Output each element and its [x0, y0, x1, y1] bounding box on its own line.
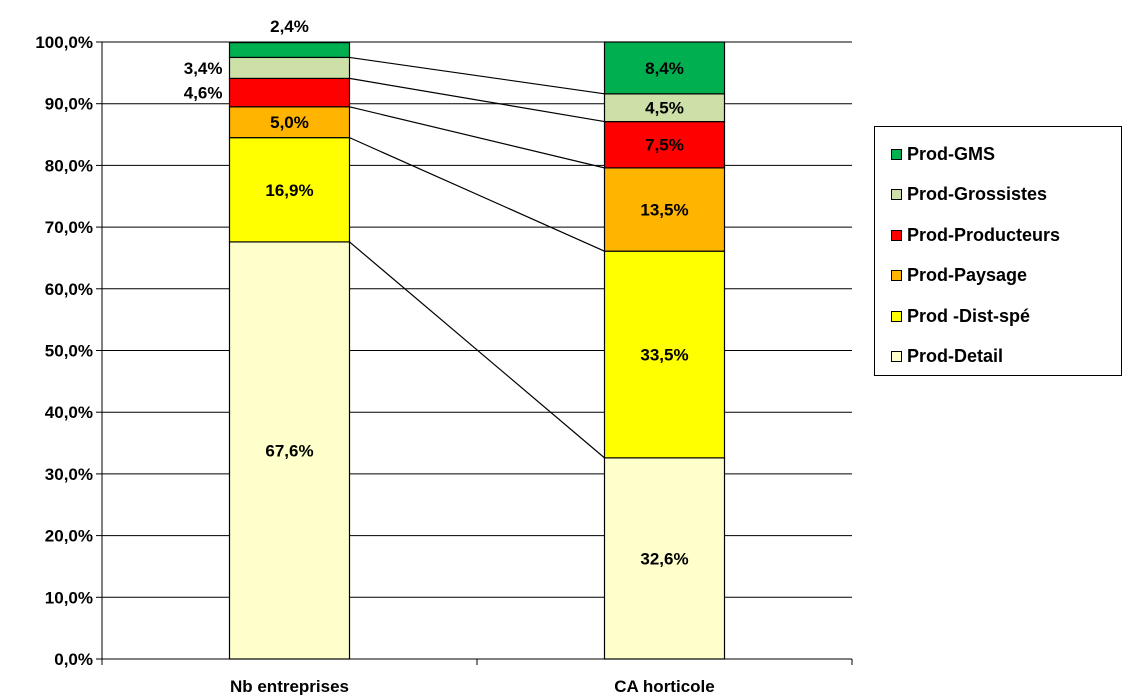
legend-label: Prod-Paysage: [907, 265, 1028, 285]
y-tick-label: 80,0%: [45, 156, 93, 175]
data-label: 16,9%: [265, 181, 313, 200]
data-label: 3,4%: [184, 59, 223, 78]
bar-segment: [228, 241, 351, 660]
y-tick-label: 0,0%: [54, 650, 93, 669]
legend-swatch: [891, 148, 902, 160]
y-tick-label: 20,0%: [45, 527, 93, 546]
data-labels: 67,6% 16,9% 5,0% 4,6% 3,4% 2,4% 32,6% 33,5% 13,5…: [184, 17, 689, 568]
legend-label: Prod-Grossistes: [907, 184, 1048, 204]
bar-segment: [603, 120, 726, 169]
legend-label: Prod -Dist-spé: [907, 305, 1031, 326]
legend-swatch: [891, 270, 902, 281]
data-label: 7,5%: [645, 136, 684, 155]
data-label: 4,5%: [645, 99, 684, 118]
data-label: 5,0%: [270, 113, 309, 132]
connector-lines: [349, 56, 605, 459]
legend-label: Prod-GMS: [907, 143, 995, 164]
x-tick-label: Nb entreprises: [230, 677, 349, 695]
legend-item: Prod-Producteurs: [891, 225, 1060, 245]
x-tick-label: CA horticole: [614, 677, 714, 695]
bar-segment: [228, 137, 351, 243]
connector-line: [349, 241, 605, 459]
axes: 0,0% 10,0% 20,0% 30,0% 40,0% 50,0% 60,0% 70,0% 8…: [35, 33, 853, 695]
bar-segment: [603, 93, 726, 123]
bar-segment: [228, 56, 351, 80]
legend-swatch: [891, 229, 902, 241]
legend-item: Prod-Detail: [891, 346, 1004, 367]
bars: [228, 41, 726, 660]
y-tick-label: 100,0%: [35, 33, 93, 52]
legend-swatch: [891, 310, 902, 322]
bar-segment: [228, 42, 351, 59]
data-label: 33,5%: [640, 346, 688, 365]
legend-item: Prod-Paysage: [891, 265, 1028, 286]
bar-segment: [603, 457, 726, 660]
legend-item: Prod-GMS: [891, 144, 995, 164]
legend: Prod-GMS Prod-Grossistes Prod-Producteurs P…: [874, 126, 1122, 376]
y-tick-label: 30,0%: [45, 465, 93, 484]
y-tick-label: 50,0%: [45, 342, 93, 361]
data-label: 13,5%: [640, 201, 688, 220]
legend-label: Prod-Producteurs: [907, 224, 1061, 245]
legend-item: Prod-Grossistes: [891, 184, 1048, 205]
bar-segment: [603, 167, 726, 252]
gridlines: [102, 41, 852, 598]
y-tick-label: 60,0%: [45, 280, 93, 299]
bar-segment: [603, 250, 726, 459]
connector-line: [349, 137, 605, 252]
y-tick-label: 40,0%: [45, 403, 93, 422]
connector-line: [349, 77, 605, 123]
data-label: 67,6%: [265, 441, 313, 460]
legend-label: Prod-Detail: [907, 346, 1004, 366]
y-tick-label: 10,0%: [45, 588, 93, 607]
bar-segment: [228, 77, 351, 108]
y-tick-label: 70,0%: [45, 218, 93, 237]
data-label: 32,6%: [640, 549, 688, 568]
data-label: 8,4%: [645, 59, 684, 78]
connector-line: [349, 56, 605, 95]
legend-item: Prod -Dist-spé: [891, 306, 1030, 326]
legend-swatch: [891, 189, 902, 200]
data-label: 4,6%: [184, 84, 223, 103]
y-tick-label: 90,0%: [45, 95, 93, 114]
bar-segment: [603, 41, 726, 95]
legend-swatch: [891, 351, 902, 362]
data-label: 2,4%: [270, 17, 309, 36]
bar-segment: [228, 106, 351, 139]
connector-line: [349, 106, 605, 169]
